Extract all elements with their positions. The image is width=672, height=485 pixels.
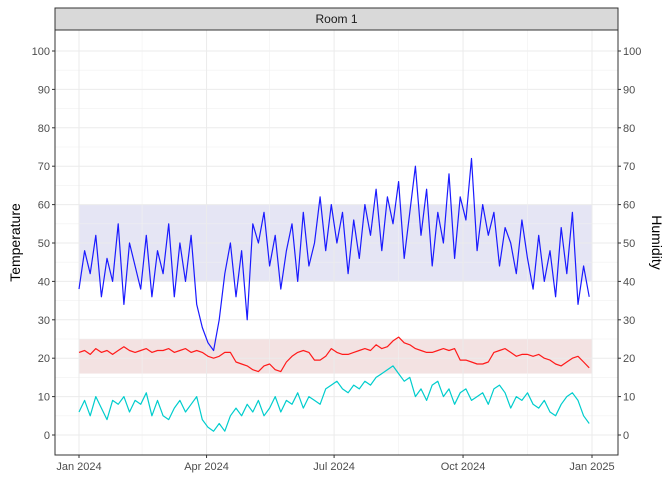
x-tick-label: Jul 2024: [313, 461, 355, 473]
y-tick-label-right: 50: [623, 238, 635, 250]
y-tick-label-left: 90: [38, 84, 50, 96]
y-tick-label-left: 20: [38, 353, 50, 365]
y-tick-label-right: 100: [623, 46, 641, 58]
shaded-band: [79, 339, 592, 374]
y-tick-label-left: 100: [32, 46, 50, 58]
series-line-0: [78, 157, 590, 352]
y-tick-label-right: 10: [623, 392, 635, 404]
y-tick-label-right: 0: [623, 430, 629, 442]
y-tick-label-left: 50: [38, 238, 50, 250]
y-tick-label-left: 80: [38, 123, 50, 135]
x-tick-label: Jan 2024: [56, 461, 101, 473]
y-tick-label-right: 80: [623, 123, 635, 135]
y-tick-label-right: 60: [623, 200, 635, 212]
y-tick-label-right: 30: [623, 315, 635, 327]
axes: 0 0 10 10 20 20 30 30 40 40 50 50 60 60 70 70 80 80 90 90 10…: [32, 46, 642, 473]
y-tick-label-left: 30: [38, 315, 50, 327]
series-line-2: [78, 365, 590, 432]
y-tick-label-left: 40: [38, 276, 50, 288]
y-tick-label-right: 70: [623, 161, 635, 173]
x-tick-label: Jan 2025: [569, 461, 614, 473]
series-lines: [78, 157, 590, 432]
y-tick-label-right: 40: [623, 276, 635, 288]
y-axis-title-right: Humidity: [649, 215, 665, 269]
facet-label: Room 1: [315, 12, 357, 26]
facet-strip: [54, 7, 619, 31]
y-axis-title-left: Temperature: [7, 203, 23, 282]
y-tick-label-right: 20: [623, 353, 635, 365]
x-tick-label: Apr 2024: [184, 461, 229, 473]
y-tick-label-left: 10: [38, 392, 50, 404]
y-tick-label-left: 70: [38, 161, 50, 173]
series-line-1: [78, 336, 590, 373]
y-tick-label-left: 0: [44, 430, 50, 442]
x-tick-label: Oct 2024: [441, 461, 486, 473]
gridlines: [55, 30, 618, 455]
y-tick-label-left: 60: [38, 200, 50, 212]
y-tick-label-right: 90: [623, 84, 635, 96]
